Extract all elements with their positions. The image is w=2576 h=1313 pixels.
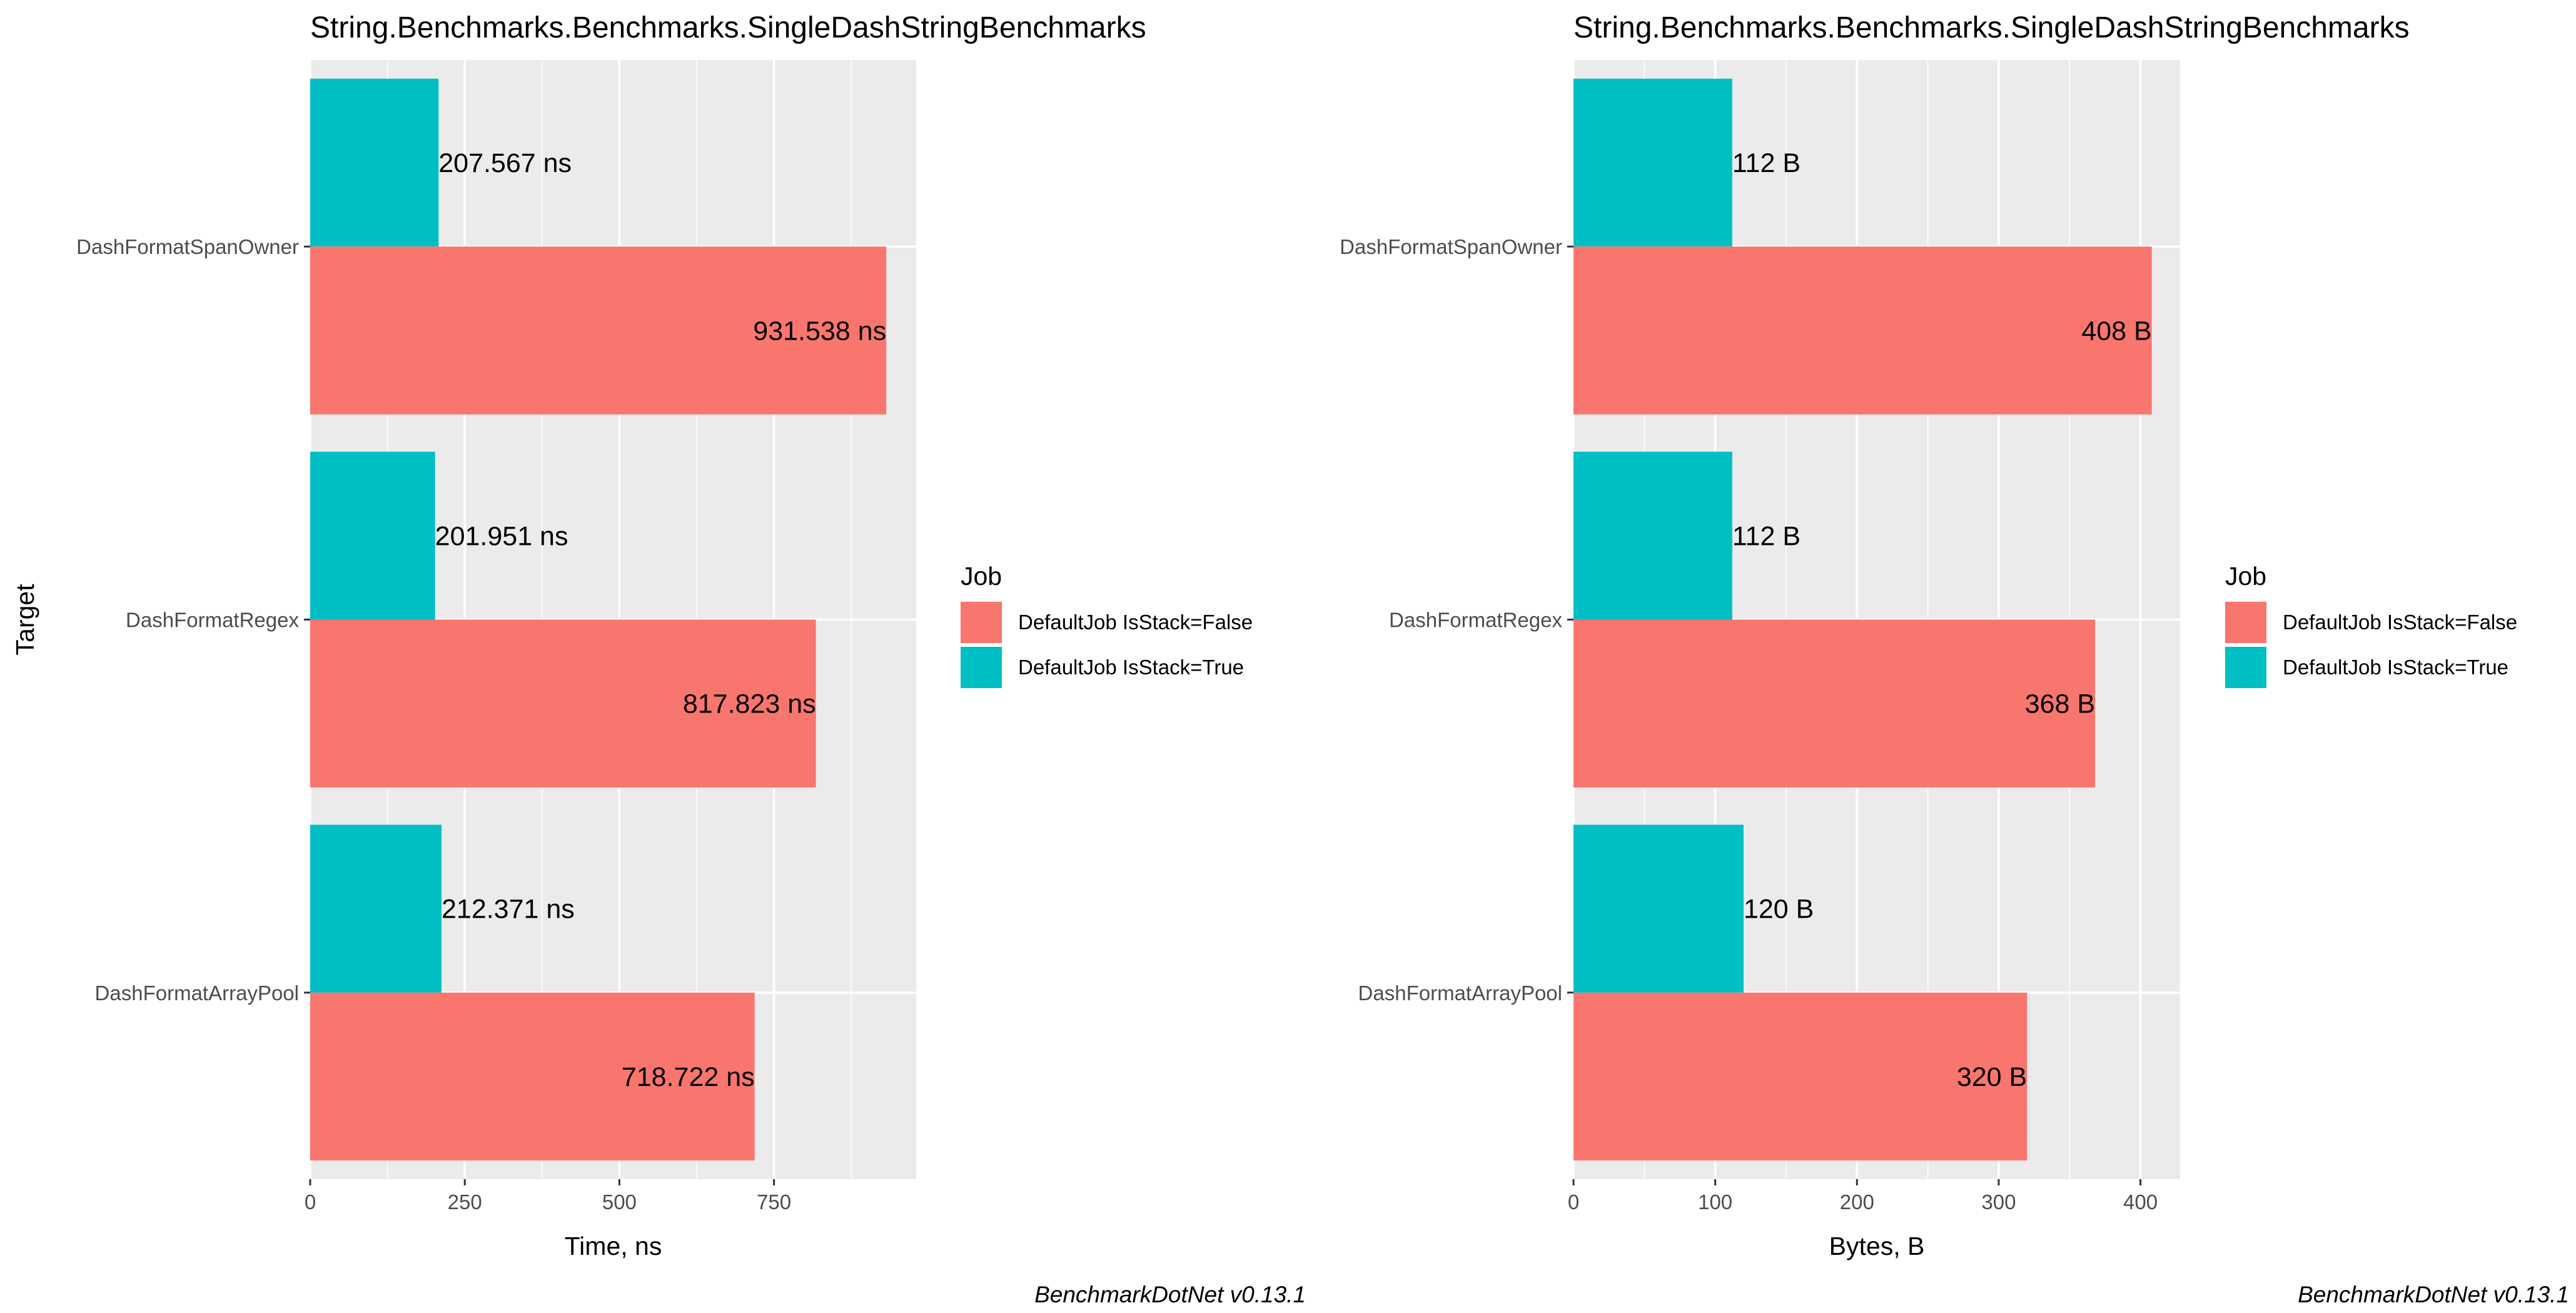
data-label-istrue: 120 B	[1744, 895, 1814, 925]
bar-istrue-dashformatspanowner	[310, 78, 439, 247]
x-tick-label: 300	[1981, 1190, 2016, 1214]
x-tick-label: 0	[1568, 1190, 1579, 1214]
chart-title: String.Benchmarks.Benchmarks.SingleDashS…	[310, 11, 1146, 44]
data-label-istrue: 112 B	[1732, 148, 1801, 178]
time-chart-panel: 207.567 ns 931.538 ns DashFormatSpanOwner 2…	[11, 11, 1306, 1307]
y-tick-label: DashFormatRegex	[1389, 609, 1562, 632]
x-tick-label: 100	[1698, 1190, 1732, 1214]
data-label-isfalse: 718.722 ns	[622, 1062, 755, 1092]
bar-isfalse-dashformatregex	[1573, 619, 2096, 788]
legend-title: Job	[961, 562, 1002, 591]
bar-isfalse-dashformatspanowner	[1573, 246, 2152, 415]
x-tick-label: 400	[2123, 1190, 2158, 1214]
legend-label: DefaultJob IsStack=True	[2283, 656, 2508, 679]
data-label-isfalse: 408 B	[2081, 316, 2151, 346]
legend-key-isstack-false	[961, 602, 1002, 643]
y-tick-label: DashFormatSpanOwner	[76, 235, 299, 258]
legend-title: Job	[2225, 562, 2266, 591]
caption: BenchmarkDotNet v0.13.1	[2298, 1282, 2569, 1307]
data-label-isfalse: 368 B	[2025, 689, 2095, 719]
bar-isfalse-dashformatarraypool	[310, 992, 755, 1161]
y-tick-label: DashFormatRegex	[126, 609, 299, 632]
x-tick-label: 0	[305, 1190, 316, 1214]
x-axis-title: Bytes, B	[1829, 1232, 1925, 1260]
bar-istrue-dashformatregex	[310, 452, 435, 620]
legend-label: DefaultJob IsStack=True	[1018, 656, 1244, 679]
data-label-isfalse: 931.538 ns	[753, 316, 886, 346]
y-axis-title: Target	[11, 584, 39, 656]
x-tick-label: 750	[757, 1190, 791, 1214]
bar-isfalse-dashformatarraypool	[1573, 992, 2028, 1161]
bar-istrue-dashformatarraypool	[1573, 824, 1744, 993]
y-tick-label: DashFormatSpanOwner	[1340, 235, 1562, 258]
data-label-isfalse: 320 B	[1957, 1062, 2027, 1092]
data-label-istrue: 112 B	[1732, 521, 1801, 551]
legend-label: DefaultJob IsStack=False	[2283, 611, 2517, 634]
legend-key-isstack-true	[2225, 647, 2266, 688]
legend-key-isstack-false	[2225, 602, 2266, 643]
bar-isfalse-dashformatspanowner	[310, 246, 887, 415]
x-tick-label: 200	[1840, 1190, 1874, 1214]
caption: BenchmarkDotNet v0.13.1	[1034, 1282, 1306, 1307]
x-tick-label: 250	[448, 1190, 482, 1214]
y-tick-label: DashFormatArrayPool	[95, 981, 299, 1005]
x-tick-label: 500	[602, 1190, 637, 1214]
bar-istrue-dashformatregex	[1573, 452, 1732, 620]
data-label-istrue: 212.371 ns	[442, 895, 575, 925]
x-axis-title: Time, ns	[565, 1232, 662, 1260]
bytes-chart-panel: 112 B 408 B DashFormatSpanOwner 112 B 368 B D…	[1340, 11, 2569, 1307]
data-label-isfalse: 817.823 ns	[683, 689, 816, 719]
bar-isfalse-dashformatregex	[310, 619, 816, 788]
legend-label: DefaultJob IsStack=False	[1018, 611, 1253, 634]
chart-title: String.Benchmarks.Benchmarks.SingleDashS…	[1573, 11, 2410, 44]
y-tick-label: DashFormatArrayPool	[1358, 981, 1562, 1005]
bar-istrue-dashformatarraypool	[310, 824, 442, 993]
data-label-istrue: 201.951 ns	[435, 521, 568, 551]
legend-key-isstack-true	[961, 647, 1002, 688]
data-label-istrue: 207.567 ns	[438, 148, 572, 178]
bar-istrue-dashformatspanowner	[1573, 78, 1732, 247]
